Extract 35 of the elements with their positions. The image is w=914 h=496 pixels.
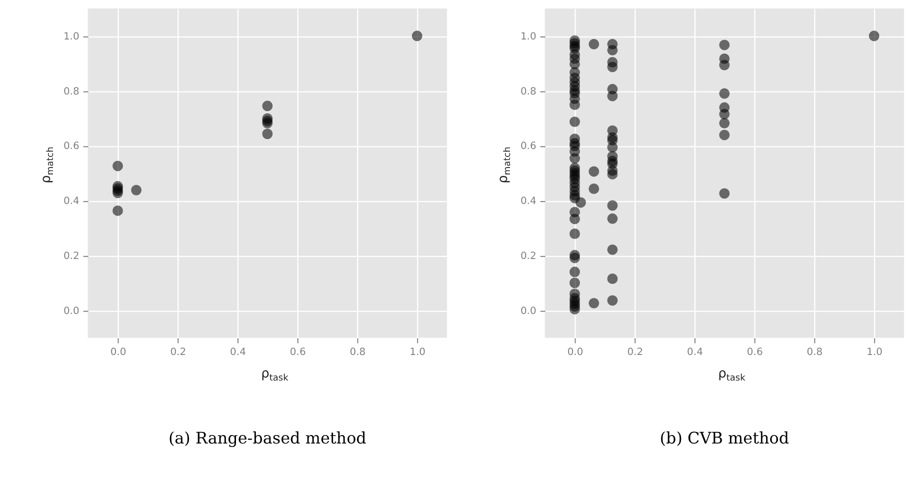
x-tick-label: 1.0: [866, 347, 883, 358]
x-tick-label: 0.6: [290, 347, 306, 358]
y-tick-label: 0.0: [520, 306, 536, 317]
x-tick-label: 0.0: [110, 347, 126, 358]
y-axis-title: ρmatch: [38, 146, 56, 184]
x-tick-label: 0.0: [567, 347, 584, 358]
x-tick-label: 0.8: [806, 347, 823, 358]
y-tick-label: 1.0: [520, 31, 536, 42]
x-tick-label: 1.0: [410, 347, 426, 358]
y-tick-label: 0.8: [520, 86, 536, 98]
point: [262, 128, 273, 140]
point: [412, 30, 422, 42]
point: [112, 188, 123, 198]
point: [262, 100, 273, 112]
point: [112, 160, 123, 172]
y-tick-label: 0.4: [520, 196, 536, 208]
point: [131, 184, 142, 196]
y-tick-label: 1.0: [63, 31, 80, 42]
y-tick-label: 0.4: [63, 196, 80, 208]
text: (b) CVB method: [660, 428, 790, 448]
y-tick-label: 0.6: [520, 141, 536, 152]
text: (a) Range-based method: [168, 428, 366, 448]
y-tick-label: 0.2: [63, 250, 80, 262]
x-tick-label: 0.2: [627, 347, 644, 358]
y-tick-label: 0.8: [63, 86, 80, 98]
y-tick-label: 0.6: [63, 141, 80, 152]
x-tick-label: 0.4: [687, 347, 703, 358]
x-tick-label: 0.6: [746, 347, 763, 358]
y-tick-label: 0.2: [520, 250, 536, 262]
x-tick-label: 0.8: [350, 347, 366, 358]
point: [112, 205, 123, 216]
y-tick-label: 0.0: [63, 306, 80, 317]
x-tick-label: 0.2: [170, 347, 186, 358]
y-axis-title: ρmatch: [496, 146, 513, 184]
x-tick-label: 0.4: [230, 347, 246, 358]
